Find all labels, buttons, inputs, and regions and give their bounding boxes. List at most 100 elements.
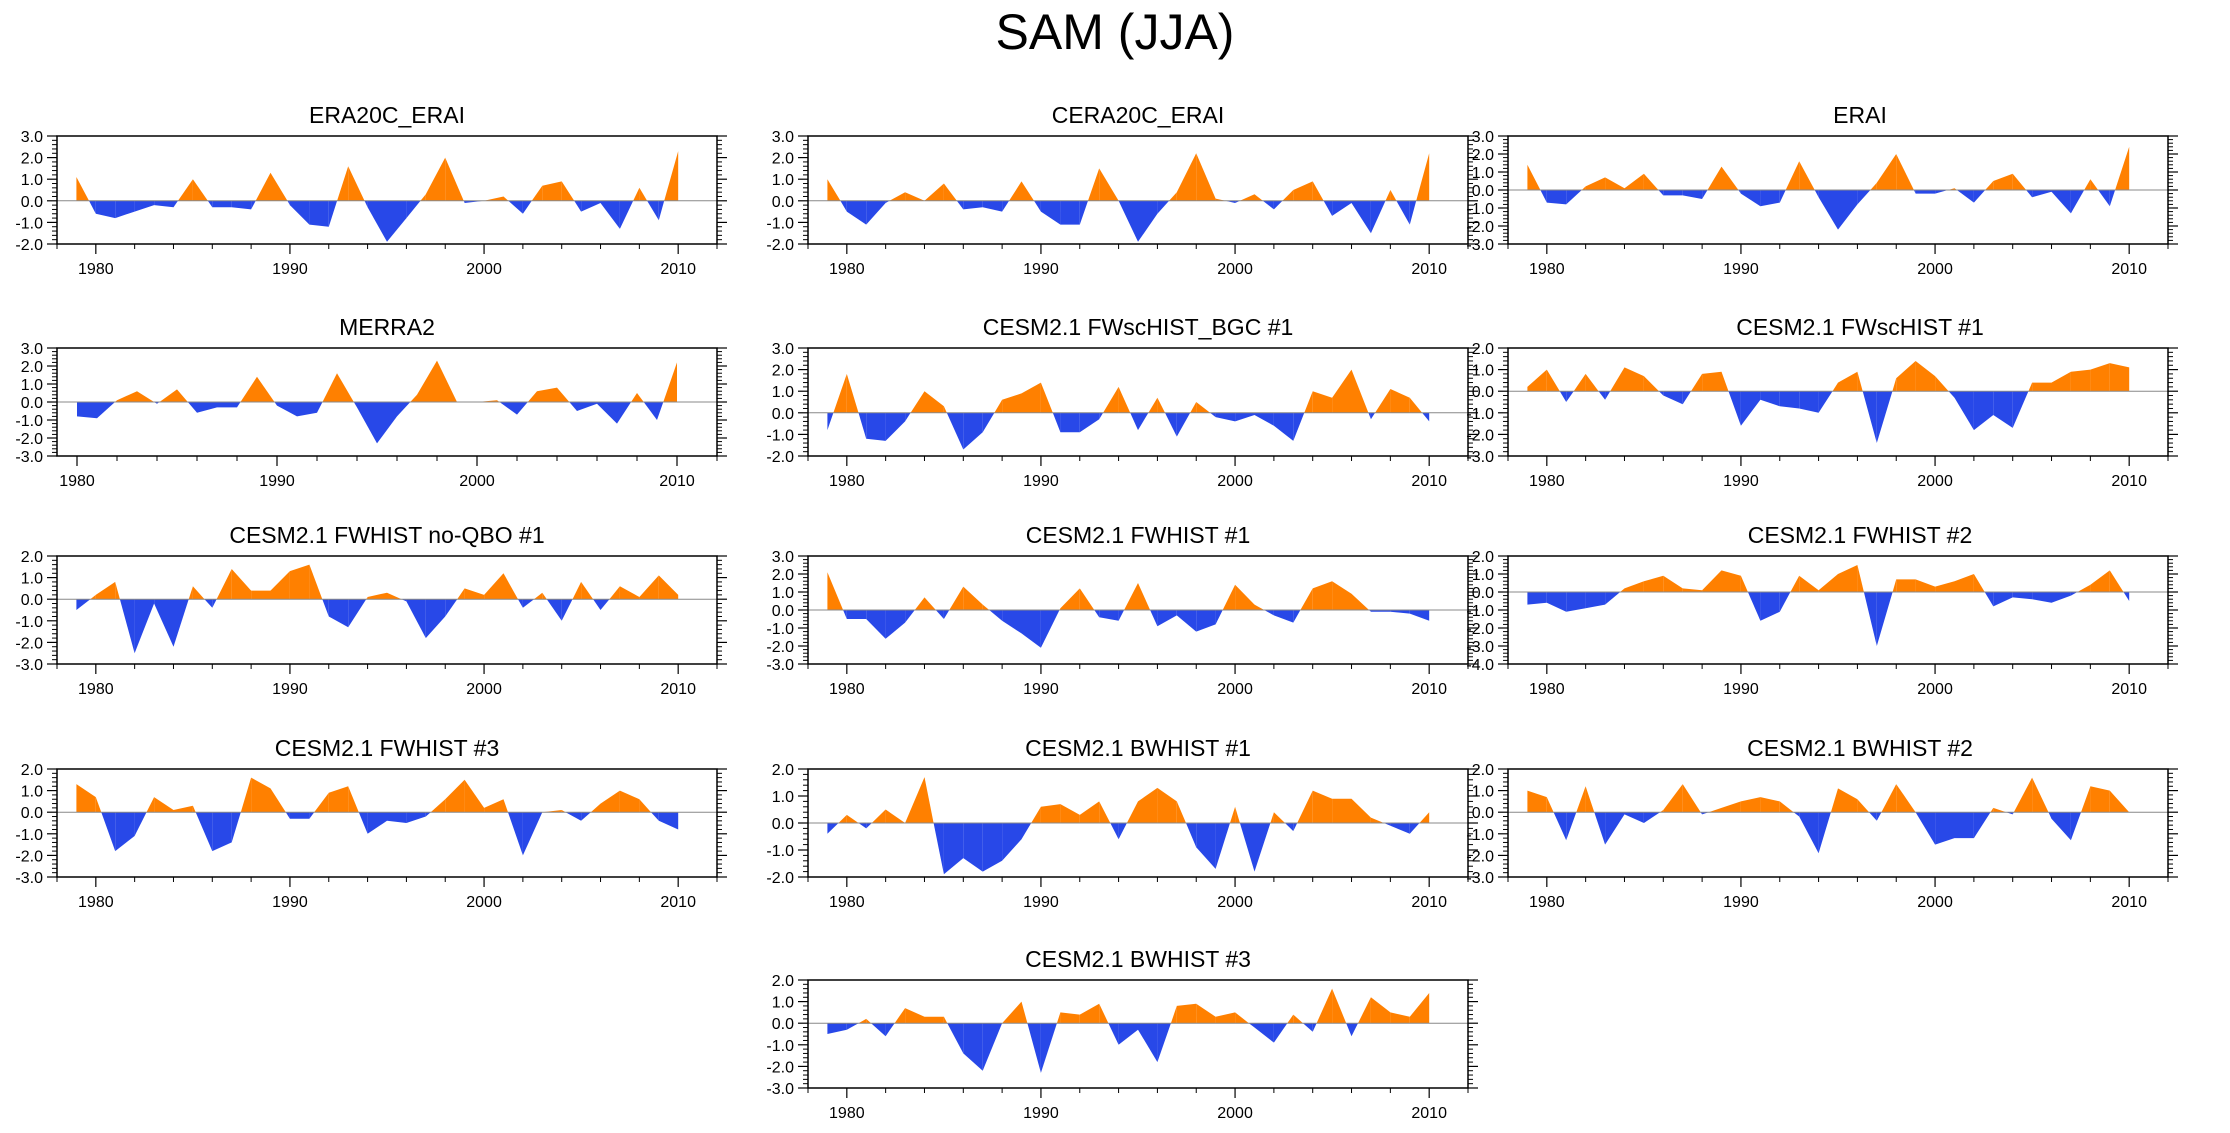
y-tick-label: -1.0 (1466, 603, 1494, 620)
negative-area (1118, 200, 1138, 242)
y-tick-label: -3.0 (766, 1081, 794, 1098)
positive-area (2090, 786, 2110, 813)
positive-area (905, 1008, 925, 1024)
negative-area (597, 402, 617, 424)
positive-area (1103, 386, 1119, 413)
positive-area (348, 166, 365, 201)
positive-area (1370, 997, 1391, 1024)
y-tick-label: 1.0 (21, 377, 43, 394)
positive-area (631, 393, 637, 402)
positive-area (1060, 804, 1080, 823)
negative-area (173, 599, 189, 647)
negative-area (387, 812, 407, 823)
panel-title: CESM2.1 FWscHIST #1 (1736, 314, 1984, 340)
negative-area (982, 823, 1003, 872)
negative-area (905, 610, 915, 623)
positive-area (1624, 581, 1644, 592)
positive-area (366, 597, 368, 600)
negative-area (251, 200, 256, 210)
x-tick-label: 1990 (1723, 681, 1759, 698)
x-tick-label: 1990 (272, 681, 308, 698)
negative-area (2051, 812, 2071, 841)
positive-area (943, 406, 947, 413)
positive-area (1721, 371, 1729, 392)
positive-area (1799, 161, 1815, 190)
negative-area (593, 599, 601, 610)
y-tick-label: 0.0 (1472, 585, 1494, 602)
negative-area (154, 599, 174, 647)
x-tick-label: 1990 (259, 473, 295, 490)
negative-area (358, 812, 368, 834)
y-tick-label: 0.0 (772, 603, 794, 620)
positive-area (1779, 801, 1794, 813)
negative-area (581, 812, 591, 821)
positive-area (1881, 784, 1897, 813)
negative-area (574, 200, 582, 212)
y-tick-label: 0.0 (1472, 805, 1494, 822)
positive-area (1351, 798, 1371, 823)
x-tick-label: 1990 (1023, 894, 1059, 911)
negative-area (95, 200, 116, 219)
positive-area (637, 393, 644, 402)
positive-area (1838, 788, 1858, 813)
negative-area (212, 812, 232, 852)
y-tick-label: 2.0 (772, 973, 794, 990)
negative-area (406, 200, 421, 219)
negative-area (1993, 391, 2013, 428)
negative-area (1368, 412, 1371, 420)
negative-area (885, 610, 906, 639)
negative-area (357, 402, 377, 444)
positive-area (1721, 801, 1741, 813)
x-tick-label: 2010 (2111, 894, 2147, 911)
negative-area (943, 823, 964, 875)
negative-area (2032, 592, 2052, 603)
positive-area (663, 362, 677, 402)
negative-area (963, 200, 983, 210)
negative-area (858, 823, 867, 829)
negative-area (1818, 812, 1831, 854)
negative-area (827, 412, 834, 431)
negative-area (982, 412, 995, 433)
x-tick-label: 2010 (2111, 261, 2147, 278)
negative-area (1002, 200, 1010, 212)
negative-area (1040, 1023, 1057, 1073)
positive-area (1935, 376, 1949, 392)
positive-area (2115, 146, 2130, 190)
x-tick-label: 2000 (1917, 681, 1953, 698)
positive-area (2051, 371, 2071, 392)
positive-area (251, 777, 271, 813)
negative-area (115, 812, 135, 852)
positive-area (858, 1018, 867, 1024)
positive-area (1708, 807, 1722, 813)
negative-area (1351, 1023, 1358, 1037)
negative-area (2006, 812, 2013, 815)
negative-area (1312, 1023, 1317, 1032)
panel-title: CESM2.1 FWHIST no-QBO #1 (229, 522, 544, 548)
x-tick-label: 2000 (1917, 473, 1953, 490)
negative-area (287, 200, 290, 206)
positive-area (658, 575, 679, 600)
negative-area (617, 402, 632, 424)
y-tick-label: 0.0 (1472, 384, 1494, 401)
x-tick-label: 2010 (2111, 473, 2147, 490)
positive-area (1230, 806, 1236, 823)
positive-area (1375, 389, 1391, 413)
positive-area (2109, 570, 2124, 592)
positive-area (464, 588, 485, 600)
negative-area (956, 200, 964, 210)
positive-area (2084, 179, 2091, 190)
negative-area (1876, 391, 1893, 443)
negative-area (1566, 592, 1586, 612)
positive-area (827, 179, 841, 201)
x-tick-label: 2000 (1217, 681, 1253, 698)
negative-area (1409, 200, 1417, 225)
negative-area (866, 610, 886, 639)
positive-area (2013, 777, 2033, 813)
negative-area (1559, 391, 1567, 402)
positive-area (1312, 391, 1333, 413)
x-tick-label: 2010 (1411, 473, 1447, 490)
positive-area (1390, 389, 1410, 413)
negative-area (217, 402, 237, 408)
positive-area (1527, 164, 1541, 190)
positive-area (1196, 402, 1211, 413)
